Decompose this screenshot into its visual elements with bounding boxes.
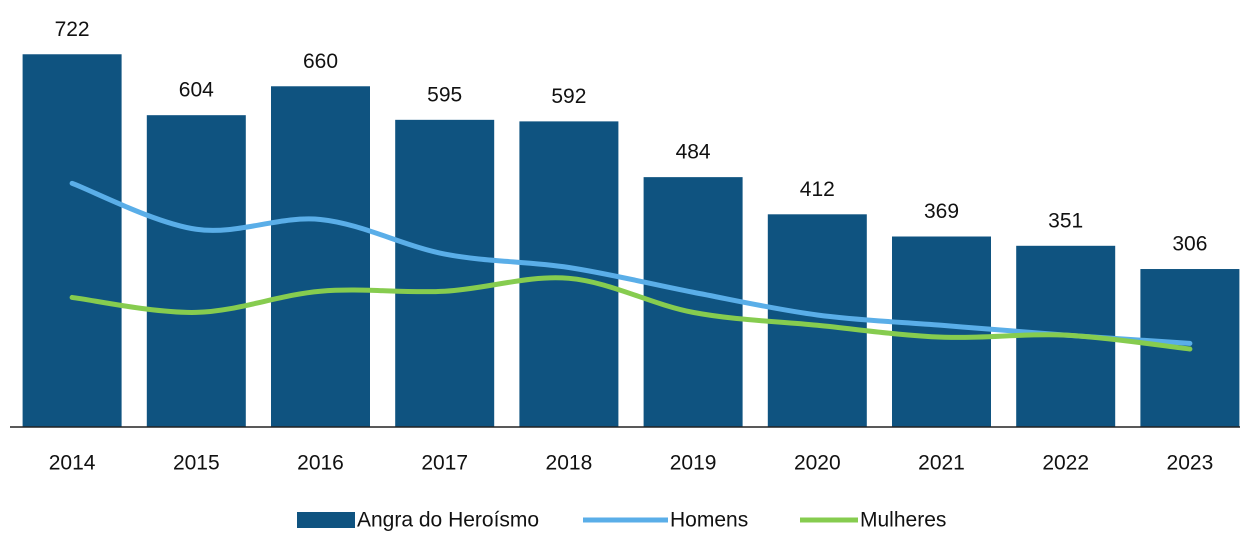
x-tick-label: 2016 (297, 452, 344, 475)
legend-swatch (297, 512, 355, 528)
data-label: 604 (179, 79, 214, 102)
x-tick-label: 2020 (794, 452, 841, 475)
bar (395, 119, 495, 428)
data-label: 722 (55, 18, 90, 41)
data-label: 369 (924, 200, 959, 223)
x-tick-label: 2019 (670, 452, 717, 475)
data-label: 660 (303, 50, 338, 73)
bar (146, 115, 246, 427)
x-tick-label: 2015 (173, 452, 220, 475)
data-label: 595 (427, 83, 462, 106)
x-tick-label: 2022 (1042, 452, 1089, 475)
legend-label: Mulheres (860, 509, 946, 532)
legend-label: Angra do Heroísmo (357, 509, 539, 532)
data-label: 351 (1048, 209, 1083, 232)
data-label: 592 (551, 85, 586, 108)
x-tick-label: 2017 (421, 452, 468, 475)
line (69, 275, 1193, 352)
x-tick-label: 2018 (546, 452, 593, 475)
bar (22, 54, 122, 427)
x-tick-label: 2014 (49, 452, 96, 475)
bar (271, 86, 370, 428)
bar (892, 236, 991, 427)
line (69, 180, 1193, 346)
data-label: 412 (800, 178, 835, 201)
data-label: 306 (1172, 233, 1207, 256)
x-tick-label: 2021 (918, 452, 965, 475)
x-tick-label: 2023 (1167, 452, 1214, 475)
data-label: 484 (676, 141, 711, 164)
legend-label: Homens (670, 509, 748, 532)
